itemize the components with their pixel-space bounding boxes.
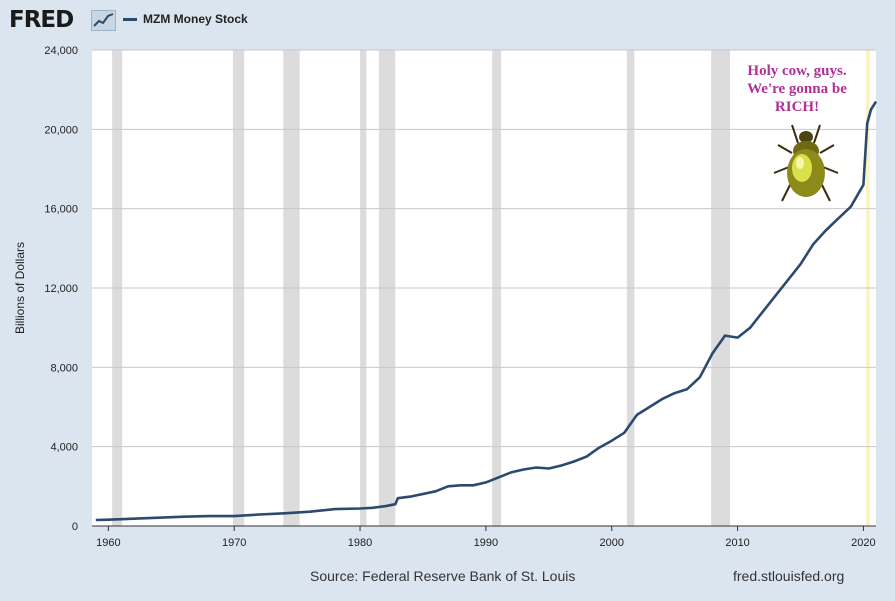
x-tick-label-2000: 2000 <box>599 537 623 549</box>
x-tick-label-2010: 2010 <box>725 537 749 549</box>
y-tick-label-8000: 8,000 <box>50 362 78 374</box>
series-line-mzm <box>95 100 878 522</box>
chart-legend: MZM Money Stock <box>123 12 248 26</box>
y-tick-label-4000: 4,000 <box>50 442 78 454</box>
gridlines <box>92 49 876 527</box>
chart-line-icon <box>91 10 116 31</box>
annotation-text: Holy cow, guys. We're gonna be RICH! <box>728 62 866 116</box>
y-tick-label-12000: 12,000 <box>44 283 78 295</box>
y-axis-label: Billions of Dollars <box>13 242 27 334</box>
annotation-line-3: RICH! <box>774 99 820 115</box>
source-note: Source: Federal Reserve Bank of St. Loui… <box>310 568 576 584</box>
y-tick-label-0: 0 <box>72 521 78 533</box>
x-tick-label-1990: 1990 <box>474 537 498 549</box>
legend-label: MZM Money Stock <box>143 12 248 26</box>
x-axis-ticks: 1960 1970 1980 1990 2000 2010 2020 <box>92 525 876 549</box>
x-tick-label-1980: 1980 <box>348 537 372 549</box>
x-tick-label-1960: 1960 <box>96 537 120 549</box>
x-tick-label-1970: 1970 <box>222 537 246 549</box>
site-link[interactable]: fred.stlouisfed.org <box>733 568 845 584</box>
fred-logo[interactable]: FRED <box>9 7 74 33</box>
y-tick-label-24000: 24,000 <box>44 45 78 57</box>
annotation-line-2: We're gonna be <box>747 81 847 97</box>
y-tick-label-16000: 16,000 <box>44 204 78 216</box>
chart-header: FRED MZM Money Stock <box>0 0 895 44</box>
y-tick-label-20000: 20,000 <box>44 124 78 136</box>
annotation-line-1: Holy cow, guys. <box>747 63 847 79</box>
y-axis-ticks: 0 4,000 8,000 12,000 16,000 20,000 24,000 <box>44 45 78 533</box>
legend-swatch <box>123 17 137 21</box>
golden-beetle-icon <box>773 124 839 202</box>
x-tick-label-2020: 2020 <box>851 537 875 549</box>
